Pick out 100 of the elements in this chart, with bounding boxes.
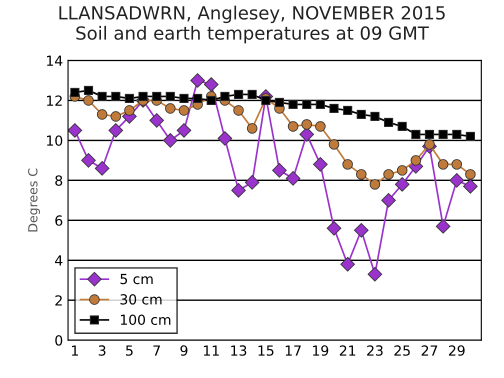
x-tick-label: 21 xyxy=(340,345,356,356)
point xyxy=(383,169,394,180)
legend-label: 100 cm xyxy=(120,314,170,326)
y-tick-label: 12 xyxy=(47,95,62,106)
point xyxy=(124,105,135,116)
x-tick-label: 3 xyxy=(98,345,106,356)
point xyxy=(163,133,178,148)
point xyxy=(313,157,328,172)
point xyxy=(410,155,422,166)
point xyxy=(354,223,369,238)
chart-title: LLANSADWRN, Anglesey, NOVEMBER 2015 Soil and earth temperatures at 09 GMT xyxy=(59,6,445,44)
point xyxy=(70,88,80,98)
legend-label: 5 cm xyxy=(120,274,153,284)
point xyxy=(218,131,232,146)
x-tick-label: 1 xyxy=(72,345,78,356)
legend-label: 30 cm xyxy=(120,294,162,305)
y-tick-label: 0 xyxy=(55,335,62,346)
point xyxy=(111,92,120,102)
x-tick-label: 15 xyxy=(258,345,274,356)
point xyxy=(274,98,284,108)
point xyxy=(368,266,382,282)
point xyxy=(152,92,162,102)
point xyxy=(272,163,287,178)
point xyxy=(438,130,448,139)
x-tick-label: 5 xyxy=(126,345,133,356)
point xyxy=(398,122,407,131)
point xyxy=(328,139,340,150)
point xyxy=(246,123,258,134)
point xyxy=(84,86,94,96)
point xyxy=(138,92,148,102)
x-tick-label: 17 xyxy=(286,345,301,356)
point xyxy=(451,159,462,170)
point xyxy=(165,103,176,114)
point xyxy=(220,92,230,102)
point xyxy=(411,130,420,139)
point xyxy=(248,90,257,100)
point xyxy=(179,94,189,104)
point xyxy=(108,123,124,138)
point xyxy=(288,121,298,132)
point xyxy=(83,95,94,106)
x-tick-label: 9 xyxy=(180,345,188,356)
point xyxy=(340,256,355,272)
point xyxy=(301,119,312,130)
point xyxy=(288,100,298,110)
x-tick-label: 29 xyxy=(448,345,465,356)
y-tick-label: 6 xyxy=(55,215,62,226)
point xyxy=(449,173,464,188)
y-axis-title: Degrees C xyxy=(28,168,40,232)
point xyxy=(124,94,134,104)
point xyxy=(343,106,352,116)
point xyxy=(94,161,110,176)
point xyxy=(356,110,366,120)
x-tick-label: 25 xyxy=(394,345,410,356)
point xyxy=(190,73,205,88)
point xyxy=(96,109,108,120)
x-tick-label: 7 xyxy=(153,345,160,356)
point xyxy=(110,111,122,122)
y-tick-label: 2 xyxy=(55,295,62,306)
point xyxy=(463,179,478,194)
point xyxy=(231,183,246,198)
point xyxy=(149,113,164,128)
point xyxy=(98,92,107,102)
point xyxy=(286,171,300,186)
x-tick-label: 13 xyxy=(231,345,246,356)
point xyxy=(234,90,244,100)
point xyxy=(452,130,462,139)
point xyxy=(302,100,312,110)
point xyxy=(178,105,190,116)
point xyxy=(381,193,396,208)
point xyxy=(81,153,96,168)
point xyxy=(176,123,192,138)
y-tick-label: 8 xyxy=(55,175,62,186)
point xyxy=(342,159,353,170)
y-tick-label: 10 xyxy=(47,135,62,146)
point xyxy=(465,169,476,180)
point xyxy=(394,177,410,192)
point xyxy=(68,123,82,138)
y-tick-label: 4 xyxy=(55,255,62,266)
point xyxy=(466,132,475,141)
y-tick-label: 14 xyxy=(47,56,62,66)
point xyxy=(356,169,367,180)
point xyxy=(396,165,408,176)
point xyxy=(436,219,450,234)
x-tick-label: 19 xyxy=(313,345,328,356)
point xyxy=(329,104,339,114)
point xyxy=(299,127,314,142)
x-tick-label: 11 xyxy=(204,345,219,356)
point xyxy=(370,112,380,122)
point xyxy=(326,221,342,236)
point xyxy=(166,92,175,102)
point xyxy=(438,159,448,170)
point xyxy=(316,100,325,110)
point xyxy=(315,121,326,132)
point xyxy=(244,175,260,190)
point xyxy=(424,130,434,139)
point xyxy=(261,96,270,106)
point xyxy=(206,96,216,106)
x-tick-label: 23 xyxy=(367,345,383,356)
point xyxy=(384,118,394,128)
x-tick-label: 27 xyxy=(422,345,438,356)
